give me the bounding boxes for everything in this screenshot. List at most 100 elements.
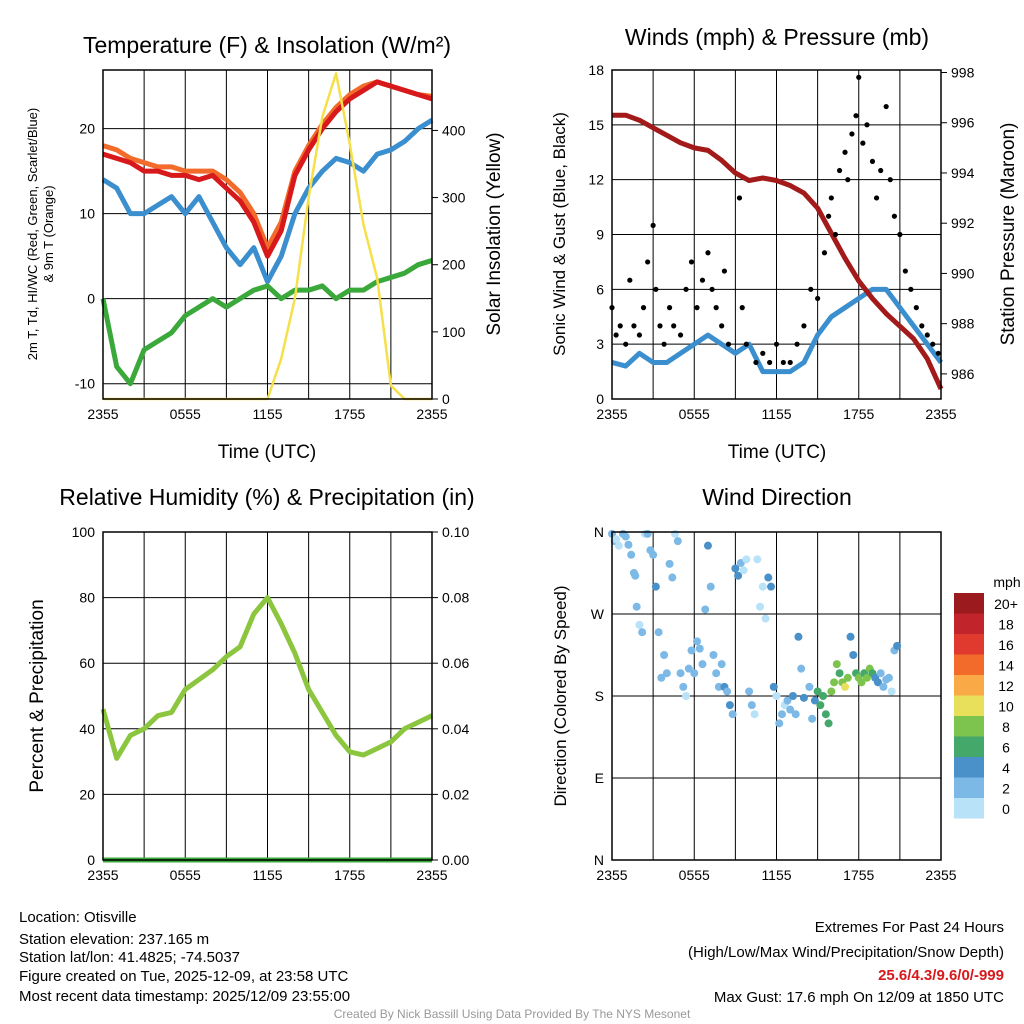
direction-point	[849, 651, 858, 659]
direction-point	[631, 571, 640, 580]
rh-y-label: Percent & Precipitation	[27, 599, 48, 792]
direction-point	[819, 692, 828, 700]
gust-point	[657, 323, 663, 329]
gust-point	[694, 305, 700, 311]
x-tick-label: 1155	[252, 406, 282, 422]
direction-point	[827, 687, 836, 696]
gust-point	[753, 359, 759, 366]
y-tick-label: 15	[588, 117, 604, 133]
y-tick-label: 0	[596, 391, 604, 407]
wind-chart-title: Winds (mph) & Pressure (mb)	[625, 24, 929, 50]
series-2m-t	[102, 79, 433, 259]
direction-point	[673, 537, 682, 546]
y-tick-label: 3	[596, 336, 604, 352]
y-right-tick-label: 986	[951, 366, 975, 382]
gust-point	[836, 167, 843, 174]
x-tick-label: 1155	[252, 867, 282, 883]
direction-point	[701, 605, 710, 614]
x-tick-label: 0555	[679, 406, 710, 422]
y-tick-label: W	[591, 606, 605, 622]
direction-point	[756, 602, 765, 611]
plot-frame	[611, 69, 942, 400]
y-tick-label: 9	[596, 227, 604, 243]
direction-point	[690, 669, 699, 678]
direction-point	[703, 541, 712, 550]
gust-point	[760, 350, 766, 356]
x-tick-label: 1755	[843, 406, 874, 422]
direction-point	[843, 673, 852, 682]
y-right-tick-label: 0.06	[442, 655, 469, 671]
x-tick-label: 2355	[87, 406, 118, 422]
x-tick-label: 2355	[596, 867, 627, 883]
y-right-tick-label: 400	[442, 122, 466, 138]
y-right-tick-label: 998	[951, 65, 975, 81]
direction-point	[614, 541, 623, 550]
x-tick-label: 2355	[596, 406, 627, 422]
wind-x-label: Time (UTC)	[728, 442, 827, 463]
y-right-tick-label: 988	[951, 316, 975, 332]
gust-point	[780, 359, 786, 366]
gust-point	[671, 323, 677, 329]
gust-point	[683, 286, 689, 292]
y-right-tick-label: 992	[951, 215, 975, 231]
legend-label: 18	[998, 617, 1014, 633]
gust-point	[845, 177, 851, 183]
direction-point	[660, 651, 669, 659]
legend-swatch	[954, 757, 984, 778]
y-tick-label: 6	[596, 281, 604, 297]
y-tick-label: 20	[79, 121, 95, 137]
gust-point	[627, 277, 633, 283]
y-tick-label: 60	[79, 655, 95, 671]
legend-label: 4	[1002, 760, 1010, 776]
direction-point	[662, 669, 671, 678]
gust-point	[653, 286, 659, 292]
y-tick-label: 40	[79, 721, 95, 737]
gust-point	[623, 341, 629, 347]
gust-point	[935, 350, 941, 356]
direction-y-label: Direction (Colored By Speed)	[551, 585, 570, 806]
series-sonic-wind	[611, 286, 944, 375]
direction-point	[739, 566, 748, 575]
info-recent: Most recent data timestamp: 2025/12/09 2…	[19, 988, 350, 1005]
gust-point	[801, 323, 807, 329]
direction-point	[887, 687, 896, 696]
direction-point	[857, 678, 866, 687]
y-right-tick-label: 994	[951, 165, 975, 181]
y-right-tick-label: 0.02	[442, 786, 469, 802]
legend-swatch	[954, 634, 984, 655]
gust-point	[650, 222, 656, 228]
temp-y-label-2: & 9m T (Orange)	[41, 185, 56, 282]
legend-label: 8	[1002, 719, 1010, 735]
direction-point	[712, 669, 721, 678]
direction-point	[772, 692, 781, 700]
gust-point	[869, 158, 876, 164]
legend-swatch	[954, 695, 984, 716]
gust-point	[666, 305, 673, 311]
gust-point	[713, 305, 719, 311]
info-location: Location: Otisville	[19, 909, 137, 926]
legend-label: 10	[998, 699, 1014, 715]
direction-point	[627, 550, 636, 559]
y-right-tick-label: 0.00	[442, 852, 469, 868]
direction-point	[873, 678, 882, 687]
chart-0: 2355 0555 1155 1755 235520100-10400300200100…	[75, 69, 466, 422]
direction-point	[821, 710, 830, 719]
gust-point	[787, 359, 793, 366]
chart-2: 2355 0555 1155 1755 2355 100 80 60 40 20 0 0.10 0.08…	[72, 524, 470, 883]
direction-point	[654, 628, 663, 637]
legend-swatch	[954, 593, 984, 614]
gust-point	[739, 305, 745, 311]
x-tick-label: 1755	[334, 867, 365, 883]
gust-point	[856, 74, 862, 80]
footer-credit: Created By Nick Bassill Using Data Provi…	[334, 1007, 691, 1021]
direction-point	[805, 682, 814, 691]
x-tick-label: 0555	[170, 867, 201, 883]
legend-title: mph	[993, 574, 1020, 590]
info-created: Figure created on Tue, 2025-12-09, at 23…	[19, 968, 349, 985]
y-tick-label: 10	[79, 206, 95, 222]
y-right-tick-label: 0.08	[442, 590, 469, 606]
gust-point	[860, 140, 866, 146]
x-tick-label: 1155	[761, 867, 791, 883]
direction-point	[761, 614, 770, 623]
x-tick-label: 2355	[416, 867, 447, 883]
